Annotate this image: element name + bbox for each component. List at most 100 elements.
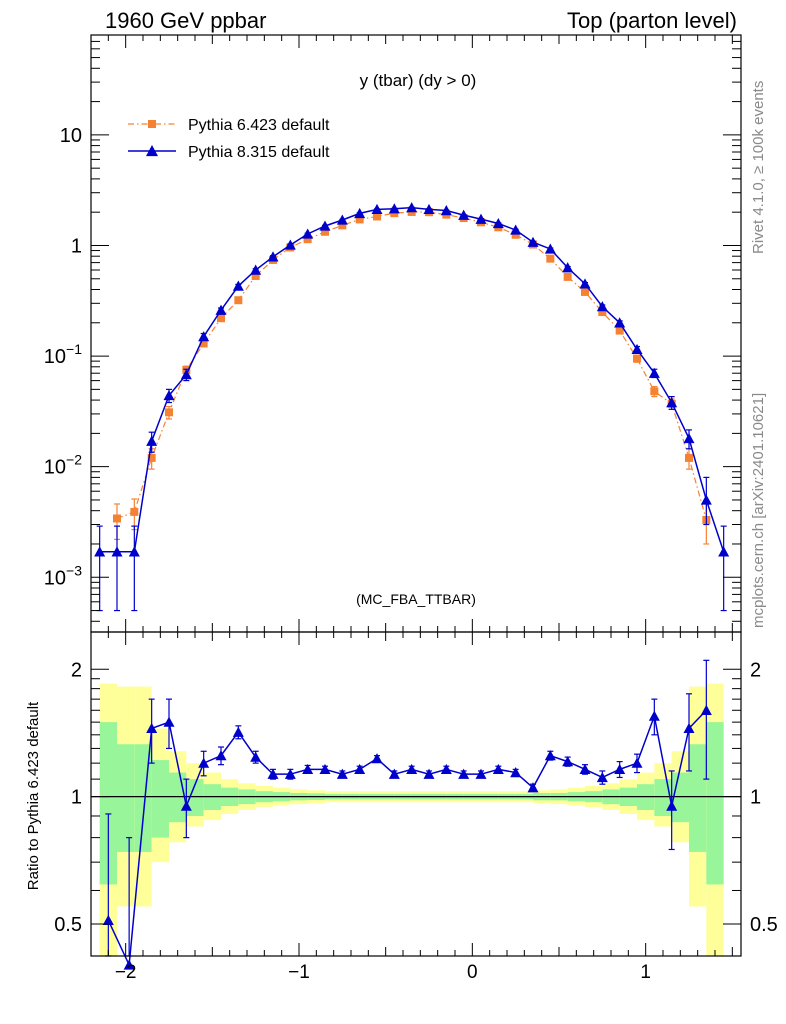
plot-title: y (tbar) (dy > 0)	[360, 71, 477, 90]
data-point	[527, 236, 539, 247]
ratio-point	[336, 768, 348, 779]
data-point	[232, 280, 244, 291]
ratio-point	[102, 914, 114, 926]
band-inner-bin	[169, 772, 187, 823]
y-tick-label: 1	[71, 235, 82, 257]
data-point	[113, 514, 121, 523]
ratio-point	[440, 763, 452, 775]
data-point	[355, 215, 364, 224]
ratio-point	[180, 800, 192, 811]
ratio-point	[596, 771, 608, 783]
ratio-y-tick-label: 2	[71, 659, 82, 681]
ratio-point	[302, 763, 314, 775]
data-point	[217, 314, 225, 323]
legend-marker	[148, 120, 156, 128]
series-line	[116, 211, 707, 521]
axes: −2 −1 0 1 10−3 10−2 10−1 1 10 0.5 0.5 1 1 2 2	[44, 34, 778, 983]
ratio-point	[284, 768, 296, 779]
data-point	[250, 264, 262, 275]
ratio-point	[388, 768, 400, 779]
band-inner-bin	[151, 760, 169, 838]
ratio-point	[146, 722, 158, 734]
y-tick-label: 10−3	[44, 562, 82, 589]
data-point	[631, 343, 643, 355]
data-point	[544, 243, 556, 254]
ratio-point	[527, 782, 539, 793]
data-point	[685, 453, 693, 462]
band-inner-bin	[186, 779, 204, 816]
ratio-y-tick-label: 1	[71, 787, 82, 809]
ratio-y-tick-label-right: 2	[750, 659, 761, 681]
data-point	[128, 546, 140, 557]
data-point	[633, 354, 641, 363]
data-point	[371, 203, 383, 215]
data-point	[475, 213, 487, 224]
data-point	[198, 331, 210, 342]
data-point	[579, 278, 591, 289]
data-point	[147, 453, 156, 462]
legend: Pythia 6.423 default Pythia 8.315 default	[128, 117, 330, 161]
data-point	[130, 507, 139, 516]
data-point	[546, 254, 555, 263]
legend-entry-pythia8: Pythia 8.315 default	[128, 144, 330, 161]
data-point	[562, 262, 574, 273]
data-point	[492, 218, 504, 229]
data-point	[163, 390, 175, 401]
band-inner-bin	[654, 779, 672, 816]
data-point	[683, 432, 695, 444]
ratio-point	[562, 756, 574, 767]
ratio-point	[406, 763, 418, 775]
x-tick-label: −2	[115, 962, 137, 983]
band-inner-bin	[689, 744, 707, 852]
ratio-point	[232, 726, 244, 737]
ratio-point	[267, 768, 279, 779]
y-tick-label: 10−1	[44, 341, 82, 368]
ratio-point	[215, 750, 227, 761]
ratio-uncertainty-bands	[99, 683, 724, 956]
legend-label: Pythia 8.315 default	[188, 144, 330, 161]
data-point	[511, 230, 520, 239]
data-point	[354, 207, 366, 219]
series-pythia6	[113, 207, 711, 545]
ratio-point	[250, 751, 262, 762]
ratio-point	[354, 763, 366, 775]
data-point	[215, 304, 227, 315]
data-point	[303, 235, 312, 244]
data-point	[615, 326, 624, 335]
x-tick-label: 0	[467, 962, 478, 983]
ratio-point	[319, 763, 331, 775]
data-point	[373, 212, 381, 221]
data-point	[650, 387, 659, 396]
data-point	[510, 224, 522, 235]
ratio-y-tick-label-right: 1	[750, 787, 761, 809]
data-point	[234, 296, 243, 305]
x-tick-label: 1	[640, 962, 651, 983]
ratio-series	[102, 659, 712, 970]
ratio-point	[492, 763, 504, 775]
ratio-point	[579, 763, 591, 775]
band-inner-bin	[117, 744, 135, 852]
data-point	[563, 272, 572, 281]
source-side-label: mcplots.cern.ch [arXiv:2401.10621]	[750, 393, 767, 628]
header-right-label: Top (parton level)	[567, 8, 737, 33]
ratio-point	[198, 757, 210, 768]
ratio-point	[458, 768, 470, 779]
data-point	[336, 214, 348, 225]
legend-label: Pythia 6.423 default	[188, 117, 330, 134]
data-point	[718, 546, 730, 557]
data-point	[180, 369, 192, 380]
ratio-y-axis-label: Ratio to Pythia 6.423 default	[25, 701, 42, 890]
main-series	[94, 202, 730, 612]
ratio-point	[163, 716, 175, 727]
data-point	[423, 203, 435, 215]
ratio-point	[510, 767, 522, 778]
ratio-frame	[90, 631, 742, 957]
data-point	[321, 227, 329, 236]
rivet-side-label: Rivet 4.1.0, ≥ 100k events	[750, 81, 767, 254]
series-line	[99, 206, 725, 553]
ratio-point	[423, 768, 435, 779]
y-tick-label: 10	[60, 125, 82, 147]
legend-entry-pythia6: Pythia 6.423 default	[128, 117, 330, 134]
data-point	[388, 203, 400, 214]
